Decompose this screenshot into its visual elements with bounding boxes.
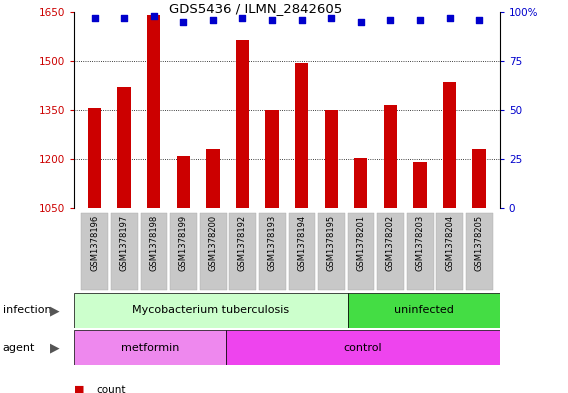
Text: GSM1378205: GSM1378205 [475, 215, 483, 271]
Bar [289, 213, 315, 290]
Bar [436, 213, 463, 290]
Bar [236, 40, 249, 208]
Bar [473, 149, 486, 208]
Text: control: control [344, 343, 382, 353]
Text: ▶: ▶ [51, 341, 60, 354]
Bar [384, 105, 397, 208]
Text: GDS5436 / ILMN_2842605: GDS5436 / ILMN_2842605 [169, 2, 343, 15]
Text: GSM1378196: GSM1378196 [90, 215, 99, 271]
Point [415, 17, 424, 23]
Point [149, 13, 158, 19]
Text: ■: ■ [74, 385, 84, 393]
Point [297, 17, 306, 23]
Text: GSM1378195: GSM1378195 [327, 215, 336, 271]
Text: GSM1378198: GSM1378198 [149, 215, 158, 271]
Bar [377, 213, 404, 290]
Text: GSM1378193: GSM1378193 [268, 215, 277, 271]
Text: uninfected: uninfected [394, 305, 454, 316]
Bar [348, 293, 500, 328]
Bar [88, 108, 101, 208]
Point [327, 15, 336, 21]
Bar [177, 156, 190, 208]
Text: GSM1378204: GSM1378204 [445, 215, 454, 271]
Bar [466, 213, 493, 290]
Bar [118, 87, 131, 208]
Bar [295, 62, 308, 208]
Bar [74, 293, 348, 328]
Point [208, 17, 218, 23]
Text: GSM1378203: GSM1378203 [415, 215, 424, 271]
Bar [111, 213, 138, 290]
Bar [74, 330, 226, 365]
Bar [354, 158, 367, 208]
Bar [265, 110, 279, 208]
Point [238, 15, 247, 21]
Bar [81, 213, 108, 290]
Point [120, 15, 129, 21]
Text: ▶: ▶ [51, 304, 60, 317]
Text: GSM1378192: GSM1378192 [238, 215, 247, 271]
Text: count: count [97, 385, 126, 393]
Point [179, 18, 188, 25]
Bar [407, 213, 433, 290]
Bar [443, 82, 456, 208]
Text: infection: infection [3, 305, 52, 316]
Bar [170, 213, 197, 290]
Bar [206, 149, 220, 208]
Bar [147, 15, 160, 208]
Bar [200, 213, 227, 290]
Bar [318, 213, 345, 290]
Point [90, 15, 99, 21]
Point [268, 17, 277, 23]
Text: Mycobacterium tuberculosis: Mycobacterium tuberculosis [132, 305, 289, 316]
Text: GSM1378194: GSM1378194 [297, 215, 306, 271]
Text: GSM1378199: GSM1378199 [179, 215, 188, 271]
Text: GSM1378202: GSM1378202 [386, 215, 395, 271]
Point [386, 17, 395, 23]
Bar [226, 330, 500, 365]
Bar [348, 213, 374, 290]
Point [356, 18, 365, 25]
Text: GSM1378197: GSM1378197 [120, 215, 128, 271]
Text: metformin: metformin [121, 343, 179, 353]
Bar [414, 162, 427, 208]
Bar [141, 213, 168, 290]
Point [445, 15, 454, 21]
Text: GSM1378200: GSM1378200 [208, 215, 218, 271]
Text: GSM1378201: GSM1378201 [356, 215, 365, 271]
Bar [259, 213, 286, 290]
Bar [324, 110, 338, 208]
Text: agent: agent [3, 343, 35, 353]
Point [475, 17, 484, 23]
Bar [229, 213, 256, 290]
